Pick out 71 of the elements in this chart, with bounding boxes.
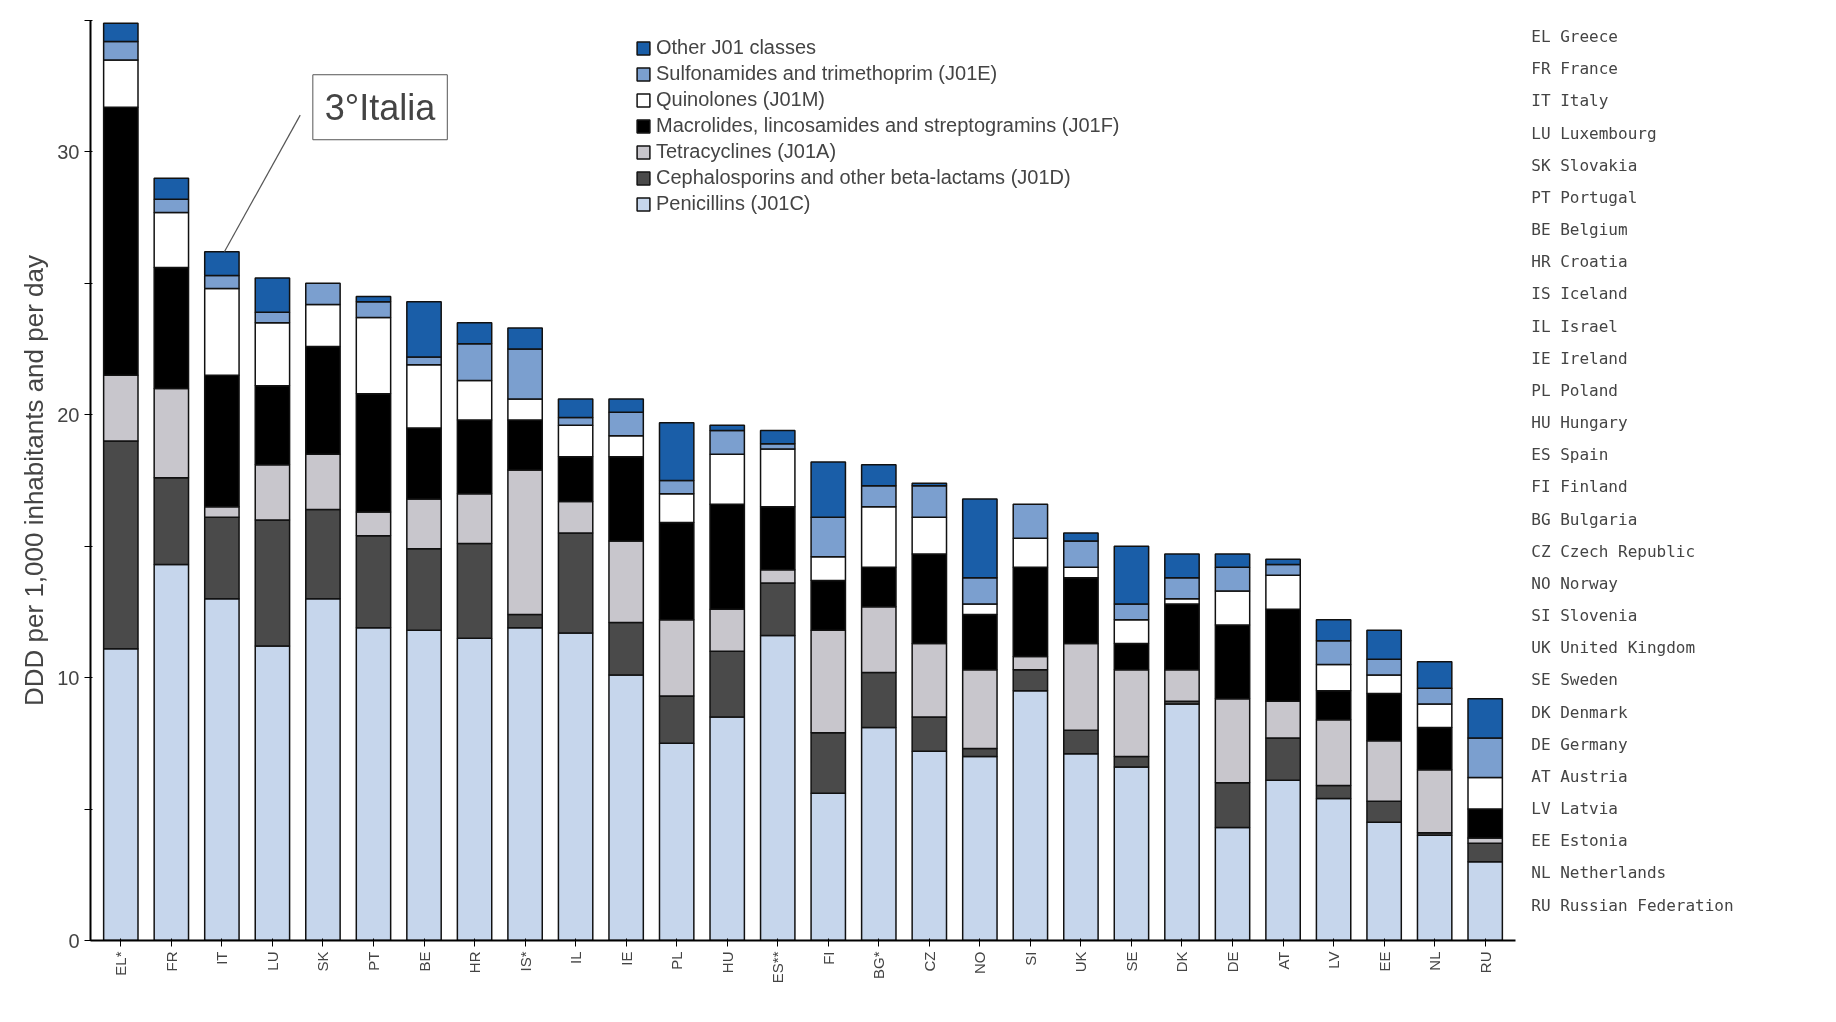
text: IS Iceland bbox=[1531, 284, 1628, 304]
x-tick-label: PL bbox=[668, 951, 686, 970]
x-tick-label: RU bbox=[1476, 951, 1494, 974]
text: DK Denmark bbox=[1531, 702, 1628, 722]
text: SK Slovakia bbox=[1531, 155, 1638, 175]
text: NL Netherlands bbox=[1531, 863, 1667, 883]
text: IE Ireland bbox=[1531, 348, 1628, 368]
text: LV Latvia bbox=[1531, 799, 1618, 819]
x-tick-label: FR bbox=[162, 951, 180, 972]
x-tick-label: IS* bbox=[516, 951, 534, 972]
text: EE Estonia bbox=[1531, 831, 1628, 851]
x-tick-label: NL bbox=[1426, 951, 1444, 971]
legend-label: Other J01 classes bbox=[656, 36, 817, 59]
y-tick-label: 10 bbox=[57, 666, 80, 689]
y-tick-label: 20 bbox=[57, 403, 80, 426]
text: SE Sweden bbox=[1531, 670, 1618, 690]
text: FI Finland bbox=[1531, 477, 1628, 497]
x-tick-label: HU bbox=[718, 951, 736, 974]
x-tick-label: BE bbox=[415, 951, 433, 972]
x-tick-label: HR bbox=[466, 951, 484, 974]
x-tick-label: LU bbox=[263, 951, 281, 971]
text: FR France bbox=[1531, 59, 1618, 79]
text: BE Belgium bbox=[1531, 220, 1628, 240]
x-tick-label: DK bbox=[1173, 951, 1191, 973]
text: CZ Czech Republic bbox=[1531, 541, 1696, 561]
text: NO Norway bbox=[1531, 573, 1619, 593]
x-tick-label: UK bbox=[1072, 951, 1090, 973]
x-tick-label: SI bbox=[1021, 951, 1039, 966]
text: AT Austria bbox=[1531, 766, 1628, 786]
x-tick-label: DE bbox=[1224, 951, 1242, 973]
y-tick-label: 30 bbox=[57, 140, 80, 163]
x-tick-label: SE bbox=[1122, 951, 1140, 972]
text: IT Italy bbox=[1531, 91, 1609, 111]
x-tick-label: PT bbox=[364, 951, 382, 971]
x-tick-label: EL* bbox=[112, 951, 130, 976]
legend-label: Quinolones (J01M) bbox=[656, 88, 825, 111]
bar bbox=[1164, 703, 1200, 941]
text: LU Luxembourg bbox=[1531, 123, 1657, 143]
x-tick-label: ES** bbox=[769, 951, 787, 984]
x-tick-label: IT bbox=[213, 951, 231, 965]
x-tick-label: LV bbox=[1325, 951, 1343, 969]
legend-label: Sulfonamides and trimethoprim (J01E) bbox=[656, 62, 998, 85]
text: HR Croatia bbox=[1531, 252, 1628, 272]
text: DE Germany bbox=[1531, 734, 1628, 754]
text: PT Portugal bbox=[1531, 187, 1638, 207]
text: BG Bulgaria bbox=[1531, 509, 1638, 529]
legend-label: Macrolides, lincosamides and streptogramins (J01F) bbox=[656, 114, 1120, 137]
x-tick-label: AT bbox=[1274, 951, 1292, 970]
text: SI Slovenia bbox=[1531, 606, 1638, 626]
legend-label: Tetracyclines (J01A) bbox=[656, 140, 837, 163]
bar bbox=[1416, 834, 1453, 941]
text: HU Hungary bbox=[1531, 413, 1628, 433]
x-tick-label: NO bbox=[971, 951, 989, 974]
text: UK United Kingdom bbox=[1531, 638, 1696, 658]
x-tick-label: IE bbox=[617, 951, 635, 966]
y-axis-title: DDD per 1,000 inhabitants and per day bbox=[19, 255, 50, 706]
legend-label: Cephalosporins and other beta-lactams (J01D) bbox=[656, 166, 1071, 189]
x-tick-label: EE bbox=[1375, 951, 1393, 972]
x-tick-label: FI bbox=[819, 951, 837, 965]
x-tick-label: BG* bbox=[870, 951, 888, 980]
text: PL Poland bbox=[1531, 380, 1618, 400]
text: EL Greece bbox=[1531, 27, 1618, 47]
y-tick-label: 0 bbox=[68, 929, 80, 952]
annotation: 3°Italia bbox=[324, 86, 437, 128]
text: IL Israel bbox=[1531, 316, 1618, 336]
x-tick-label: CZ bbox=[920, 951, 938, 972]
text: RU Russian Federation bbox=[1531, 895, 1734, 915]
legend-label: Penicillins (J01C) bbox=[656, 192, 811, 215]
x-tick-label: SK bbox=[314, 951, 332, 972]
x-tick-label: IL bbox=[567, 951, 585, 965]
text: ES Spain bbox=[1531, 445, 1609, 465]
